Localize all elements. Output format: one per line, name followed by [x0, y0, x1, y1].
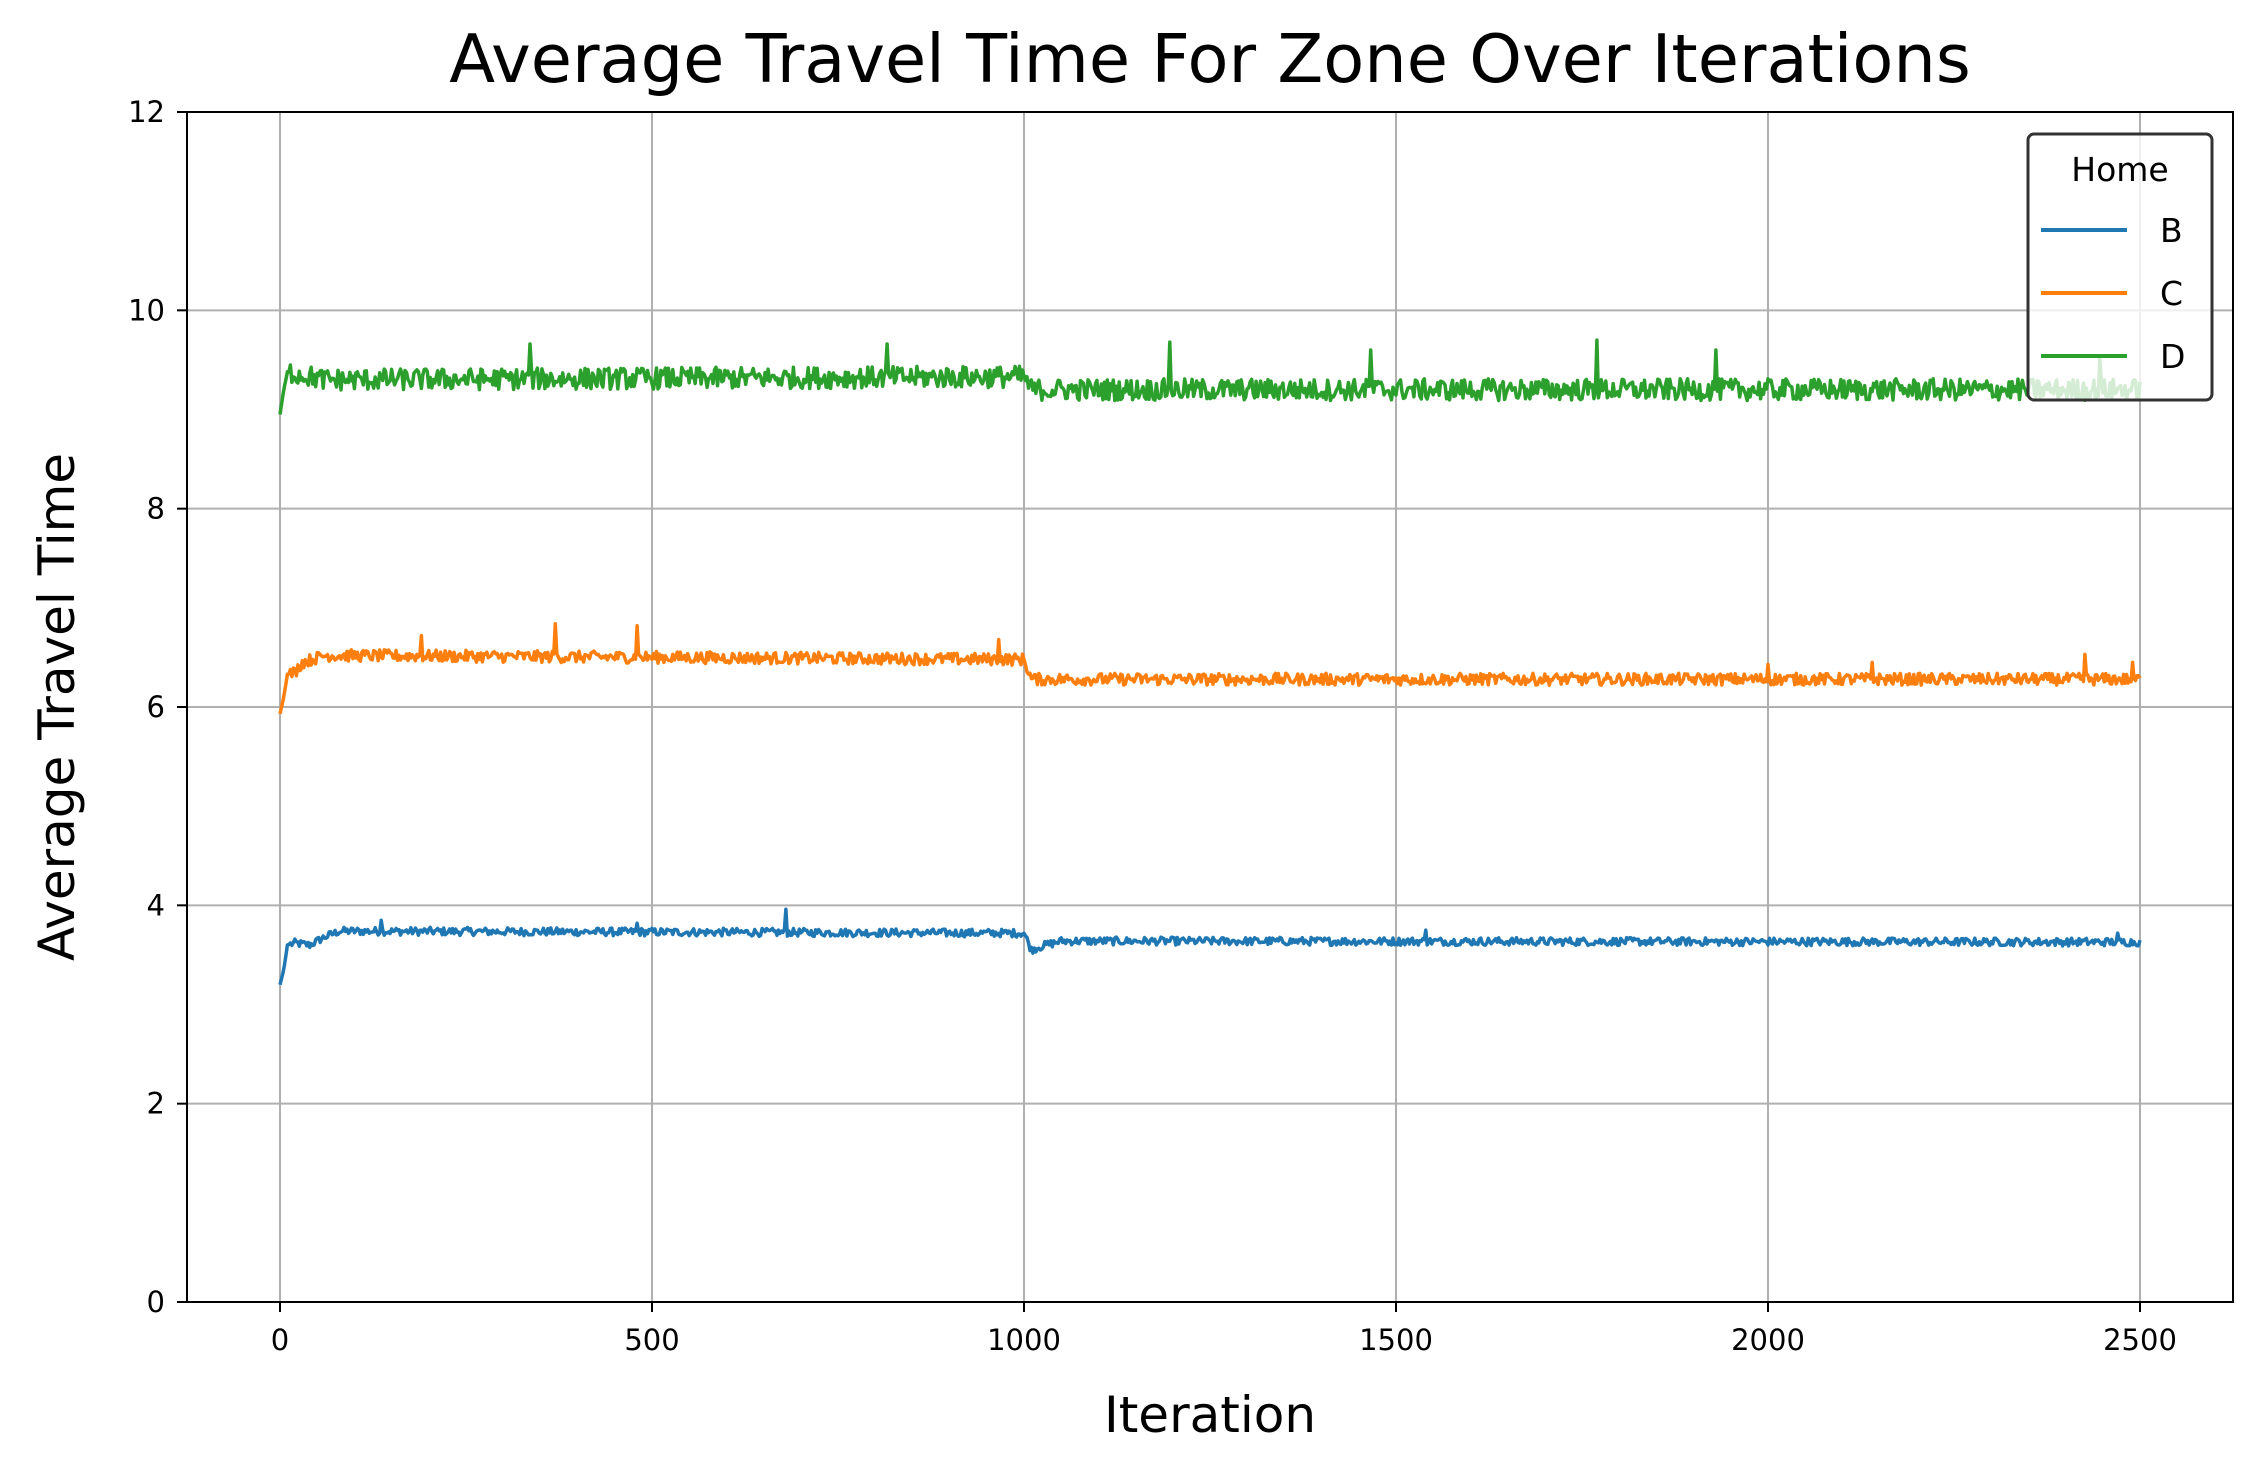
- x-tick-label: 2500: [2103, 1323, 2177, 1357]
- series-line-d: [278, 338, 2142, 415]
- series-line-b: [278, 907, 2142, 986]
- y-tick-label: 6: [147, 690, 165, 724]
- series-lines: [278, 338, 2142, 986]
- x-tick-label: 1500: [1359, 1323, 1433, 1357]
- y-axis-title: Average Travel Time: [28, 453, 86, 961]
- legend-label-d: D: [2160, 337, 2185, 376]
- x-axis-title: Iteration: [1104, 1386, 1316, 1444]
- series-line-c: [278, 621, 2142, 715]
- y-tick-label: 8: [147, 492, 165, 526]
- y-tick-label: 4: [147, 888, 165, 922]
- y-tick-label: 0: [147, 1285, 165, 1319]
- x-tick-label: 500: [624, 1323, 679, 1357]
- x-axis: 0 500 1000 1500 2000 2500: [271, 1302, 2177, 1357]
- y-axis: 0 2 4 6 8 10 12: [128, 95, 187, 1319]
- x-tick-label: 0: [271, 1323, 289, 1357]
- y-tick-label: 12: [128, 95, 165, 129]
- x-tick-label: 2000: [1731, 1323, 1805, 1357]
- legend-label-b: B: [2160, 211, 2183, 250]
- legend-title: Home: [2071, 150, 2168, 189]
- legend-label-c: C: [2160, 274, 2183, 313]
- y-tick-label: 10: [128, 293, 165, 327]
- y-tick-label: 2: [147, 1087, 165, 1121]
- x-tick-label: 1000: [987, 1323, 1061, 1357]
- chart-title: Average Travel Time For Zone Over Iterat…: [449, 20, 1971, 98]
- legend-box: [2026, 132, 2214, 402]
- legend: Home BCD: [2026, 132, 2214, 402]
